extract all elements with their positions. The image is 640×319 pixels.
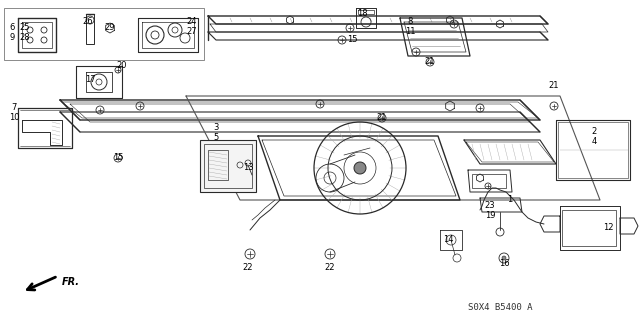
Circle shape [354, 162, 366, 174]
Text: 22: 22 [243, 263, 253, 272]
Text: 1: 1 [508, 196, 513, 204]
Text: 23: 23 [484, 202, 495, 211]
Text: 5: 5 [213, 133, 219, 143]
Text: 21: 21 [425, 57, 435, 66]
Text: 11: 11 [404, 27, 415, 36]
Text: 14: 14 [443, 235, 453, 244]
Text: 20: 20 [116, 62, 127, 70]
Text: 21: 21 [377, 114, 387, 122]
Text: 7: 7 [12, 103, 17, 113]
Text: 19: 19 [484, 211, 495, 220]
Text: 18: 18 [356, 10, 367, 19]
Text: 4: 4 [591, 137, 596, 146]
Bar [472, 174, 506, 188]
Text: FR.: FR. [62, 277, 80, 287]
Text: 9: 9 [10, 33, 15, 42]
Text: 28: 28 [20, 33, 30, 42]
Text: 10: 10 [9, 114, 19, 122]
Text: 22: 22 [324, 263, 335, 272]
Text: 6: 6 [10, 24, 15, 33]
Text: 8: 8 [407, 18, 413, 26]
Circle shape [502, 256, 506, 260]
Text: 26: 26 [83, 18, 93, 26]
Text: 29: 29 [105, 24, 115, 33]
Text: 16: 16 [499, 259, 509, 269]
Bar [200, 140, 256, 192]
Text: 13: 13 [243, 164, 253, 173]
Text: 21: 21 [548, 81, 559, 91]
Text: 3: 3 [213, 123, 219, 132]
Bar [204, 144, 252, 188]
Text: 2: 2 [591, 128, 596, 137]
Text: 24: 24 [187, 18, 197, 26]
Bar [208, 150, 228, 180]
Text: 12: 12 [603, 224, 613, 233]
Text: 15: 15 [347, 35, 357, 44]
Text: 27: 27 [187, 27, 197, 36]
Text: 17: 17 [84, 76, 95, 85]
Text: S0X4 B5400 A: S0X4 B5400 A [468, 303, 532, 313]
Text: 15: 15 [113, 153, 124, 162]
Bar [562, 210, 616, 246]
Bar [4, 8, 204, 60]
Bar [86, 14, 94, 44]
Text: 25: 25 [20, 24, 30, 33]
